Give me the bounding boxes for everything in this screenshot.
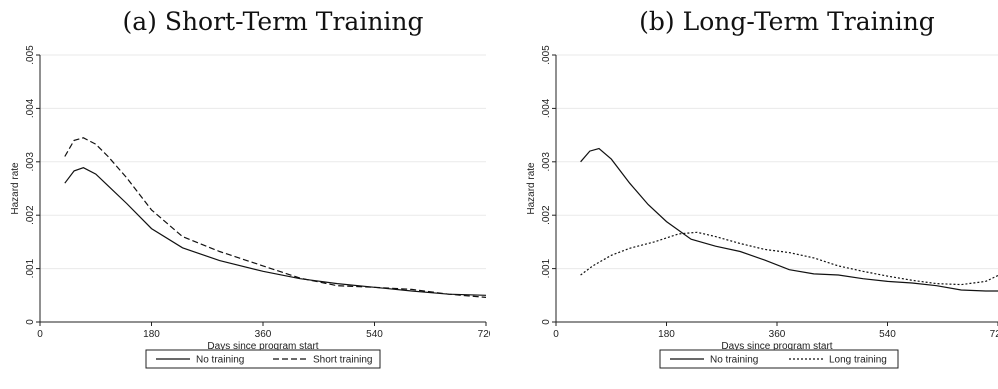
x-tick-label: 180 [658,329,675,340]
y-tick-label: .002 [541,205,552,225]
chart-panel-a: (a) Short-Term Training 0 .001 .002 .003 .004… [0,0,490,389]
x-tick-label: 180 [143,329,160,340]
x-tick-label: 540 [366,329,383,340]
x-tick-label: 720 [990,329,998,340]
y-tick-label: 0 [25,319,36,325]
x-tick-label: 360 [769,329,786,340]
series-line-no-training [64,167,487,296]
x-tick-label: 540 [879,329,896,340]
y-tick-label: .004 [541,98,552,118]
y-tick-label: .003 [541,152,552,172]
chart-title: (a) Short-Term Training [122,7,423,36]
series-line-short-training [64,137,487,298]
chart-panel-b: (b) Long-Term Training 0 .001 .002 .003 .004.… [516,0,998,389]
y-tick-label: .003 [25,152,36,172]
x-tick-label: 720 [478,329,490,340]
y-tick-label: .001 [25,258,36,278]
y-tick-label: .004 [25,98,36,118]
x-tick-label: 0 [37,329,43,340]
legend-box [145,349,381,369]
y-tick-label: 0 [541,319,552,325]
y-axis-label: Hazard rate [526,162,537,215]
legend-label: No training [196,355,244,366]
series-line-no-training [580,147,998,292]
y-tick-label: .005 [25,45,36,65]
legend-label: Long training [829,355,887,366]
y-tick-label: .005 [541,45,552,65]
y-tick-label: .002 [25,205,36,225]
series-line-long-training [580,231,998,286]
y-axis-label: Hazard rate [10,162,21,215]
legend-label: No training [710,355,758,366]
x-tick-label: 0 [553,329,559,340]
chart-a-svg: (a) Short-Term Training 0 .001 .002 .003 .004… [10,7,490,369]
chart-title: (b) Long-Term Training [639,7,935,36]
legend-box [659,349,899,369]
x-axis-label: Days since program start [721,341,832,352]
chart-b-svg: (b) Long-Term Training 0 .001 .002 .003 .004.… [526,7,998,369]
y-tick-label: .001 [541,258,552,278]
x-axis-label: Days since program start [207,341,318,352]
legend-label: Short training [313,355,372,366]
x-tick-label: 360 [255,329,272,340]
